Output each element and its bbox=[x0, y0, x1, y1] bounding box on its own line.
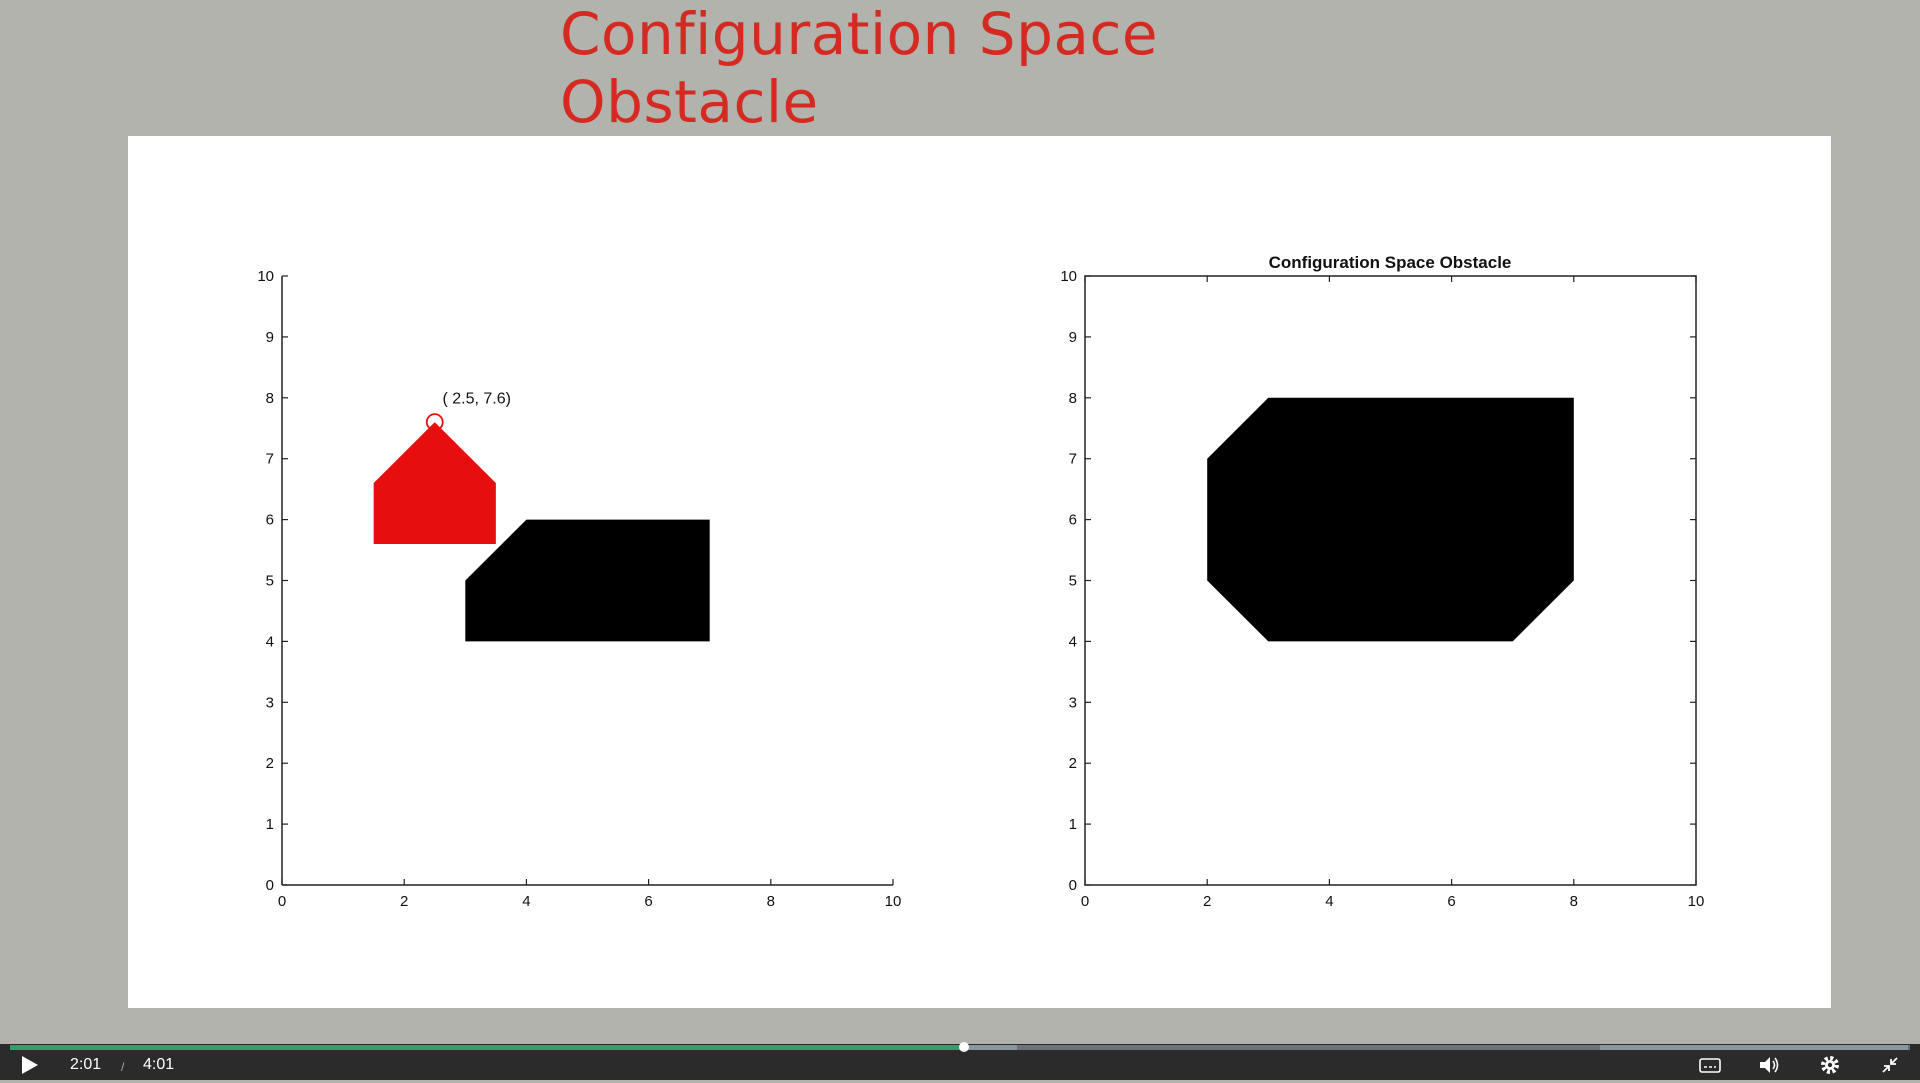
y-tick-label: 10 bbox=[257, 268, 274, 285]
x-tick-label: 0 bbox=[1081, 893, 1089, 910]
x-tick-label: 6 bbox=[644, 893, 652, 910]
y-tick-label: 5 bbox=[1069, 573, 1077, 590]
progress-buffered-tail bbox=[1600, 1045, 1908, 1050]
y-tick-label: 8 bbox=[1069, 390, 1077, 407]
configuration-space-plot: Configuration Space Obstacle 0 2 4 6 8 10 0 1 2 3… bbox=[1060, 253, 1704, 910]
play-button[interactable] bbox=[16, 1052, 42, 1078]
volume-button[interactable] bbox=[1757, 1052, 1783, 1078]
x-tick-label: 4 bbox=[1325, 893, 1333, 910]
y-tick-label: 10 bbox=[1060, 268, 1077, 285]
x-tick-label: 4 bbox=[522, 893, 530, 910]
x-tick-label: 2 bbox=[400, 893, 408, 910]
slide-title: Configuration Space Obstacle bbox=[560, 0, 1368, 136]
time-separator: / bbox=[121, 1060, 125, 1074]
current-time: 2:01 bbox=[70, 1056, 102, 1073]
duration: 4:01 bbox=[143, 1056, 175, 1073]
settings-button[interactable] bbox=[1817, 1052, 1843, 1078]
y-tick-label: 7 bbox=[1069, 451, 1077, 468]
y-tick-label: 6 bbox=[1069, 512, 1077, 529]
reference-point-label: ( 2.5, 7.6) bbox=[443, 391, 511, 408]
robot-obstacle-plot: 0 2 4 6 8 10 0 1 2 3 4 5 6 7 8 9 10 ( 2.5, 7.6) bbox=[257, 268, 901, 910]
volume-icon bbox=[1760, 1057, 1779, 1073]
x-tick-label: 8 bbox=[1570, 893, 1578, 910]
progress-played bbox=[10, 1045, 964, 1050]
reference-point-marker bbox=[425, 413, 444, 432]
y-tick-label: 7 bbox=[266, 451, 274, 468]
y-tick-label: 2 bbox=[1069, 755, 1077, 772]
exit-fullscreen-icon bbox=[1882, 1057, 1898, 1073]
x-tick-label: 2 bbox=[1203, 893, 1211, 910]
robot-shape bbox=[373, 422, 496, 544]
y-tick-label: 3 bbox=[266, 694, 274, 711]
y-tick-label: 5 bbox=[266, 573, 274, 590]
x-tick-label: 10 bbox=[885, 893, 902, 910]
y-tick-label: 1 bbox=[266, 816, 274, 833]
y-tick-label: 4 bbox=[266, 633, 274, 650]
obstacle-shape bbox=[465, 519, 710, 642]
y-tick-label: 0 bbox=[1069, 877, 1077, 894]
cspace-plot-title: Configuration Space Obstacle bbox=[1269, 253, 1512, 272]
y-tick-label: 2 bbox=[266, 755, 274, 772]
y-tick-label: 8 bbox=[266, 390, 274, 407]
settings-icon bbox=[1821, 1056, 1839, 1074]
y-tick-label: 4 bbox=[1069, 633, 1077, 650]
captions-button[interactable] bbox=[1697, 1052, 1723, 1078]
progress-scrubber[interactable] bbox=[958, 1042, 969, 1052]
play-icon bbox=[22, 1056, 38, 1074]
y-tick-label: 9 bbox=[1069, 329, 1077, 346]
captions-icon bbox=[1699, 1058, 1721, 1073]
y-tick-label: 0 bbox=[266, 877, 274, 894]
c-space-obstacle-shape bbox=[1207, 397, 1574, 642]
x-tick-label: 8 bbox=[767, 893, 775, 910]
y-tick-label: 3 bbox=[1069, 694, 1077, 711]
exit-fullscreen-button[interactable] bbox=[1877, 1052, 1903, 1078]
y-tick-label: 1 bbox=[1069, 816, 1077, 833]
x-tick-label: 0 bbox=[278, 893, 286, 910]
y-tick-label: 9 bbox=[266, 329, 274, 346]
y-tick-label: 6 bbox=[266, 512, 274, 529]
x-tick-label: 10 bbox=[1688, 893, 1705, 910]
x-tick-label: 6 bbox=[1447, 893, 1455, 910]
